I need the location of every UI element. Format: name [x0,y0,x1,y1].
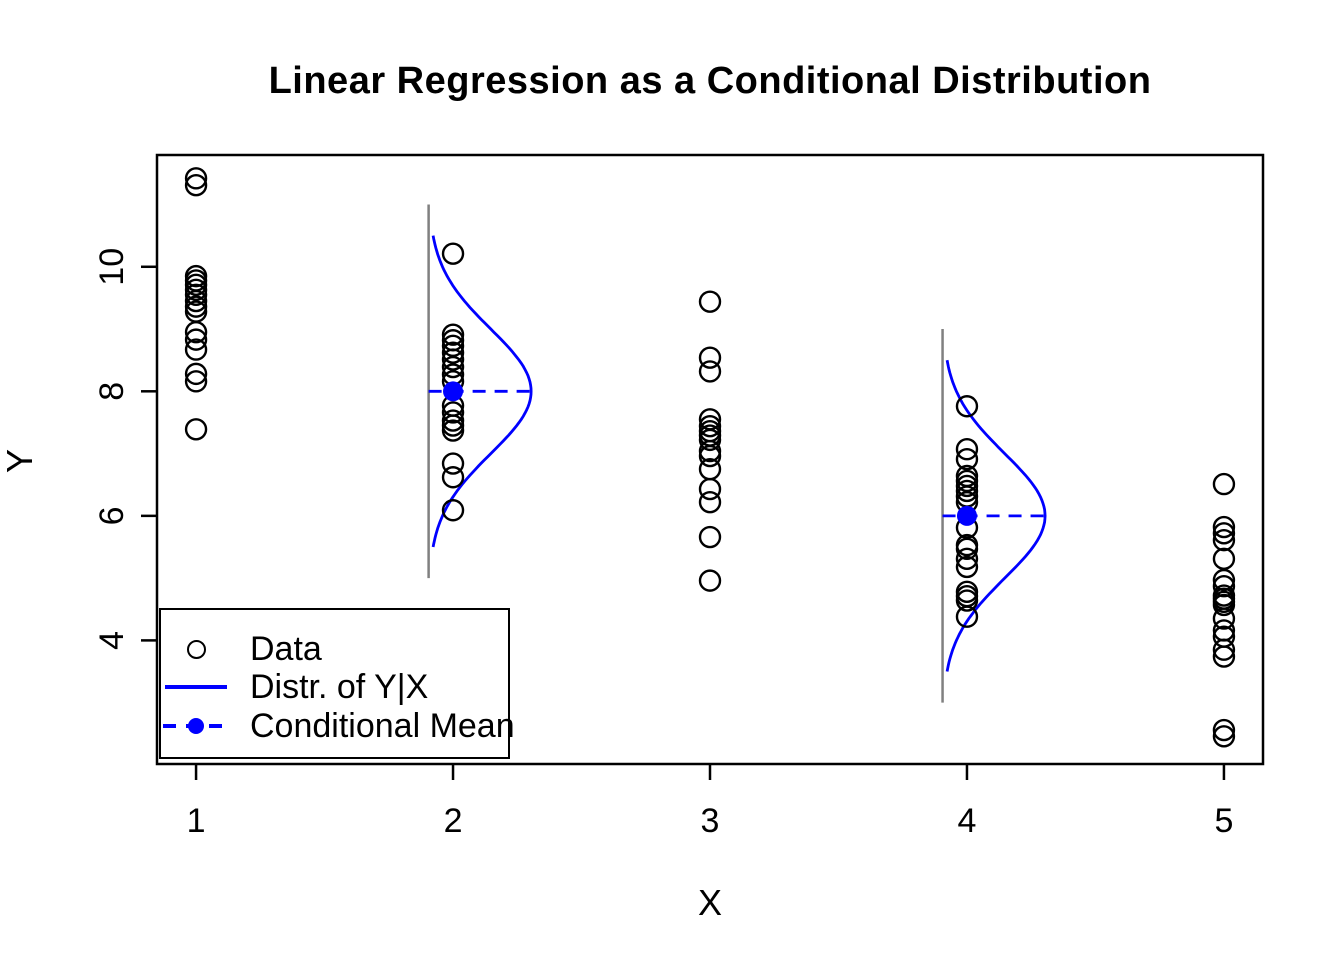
solid-line-marker-icon [165,685,227,689]
data-point [698,525,722,549]
data-point [955,605,979,628]
data-point [698,290,722,313]
data-point [441,419,465,442]
y-tick-label: 8 [93,382,131,401]
legend: Data Distr. of Y|X Conditional Mean [159,608,515,759]
x-tick-label: 3 [701,802,720,840]
data-point [441,499,465,522]
data-point [1212,593,1236,617]
legend-label: Conditional Mean [250,706,515,745]
x-tick-label: 5 [1214,802,1233,840]
data-point [441,355,465,379]
dashed-line-dot-marker-icon [163,718,229,734]
y-tick-label: 4 [93,631,131,650]
data-point [184,320,208,344]
data-point [955,479,979,503]
legend-item-distribution: Distr. of Y|X [161,668,428,706]
open-circle-marker-icon [186,639,206,659]
data-point [1212,718,1236,742]
conditional-mean-point [443,381,464,402]
data-point [1212,528,1236,552]
legend-item-data: Data [161,630,322,668]
data-point [184,283,208,306]
data-point [184,328,208,351]
data-point [1212,645,1236,668]
data-point [698,490,722,514]
data-point [1212,607,1236,630]
data-point [1212,472,1236,496]
data-point [441,323,465,346]
data-point [698,569,722,592]
data-point [184,370,208,393]
data-point [698,428,722,452]
x-tick-label: 1 [187,802,206,840]
data-point [441,466,465,489]
legend-sample [161,718,231,734]
data-point [441,452,465,475]
data-point [1212,522,1236,545]
data-point [184,418,208,441]
data-point [184,167,208,190]
data-point [441,242,465,265]
legend-item-conditional-mean: Conditional Mean [161,707,515,745]
legend-label: Data [250,629,322,668]
y-tick-label: 6 [93,506,131,525]
data-point [955,589,979,612]
conditional-distribution-curve [431,235,533,548]
data-point [184,362,208,386]
chart-title: Linear Regression as a Conditional Distr… [268,60,1152,102]
legend-label: Distr. of Y|X [250,667,429,706]
data-point [955,537,979,561]
data-point [1212,638,1236,661]
data-point [698,346,722,369]
x-axis-label: X [697,882,722,923]
legend-sample [161,685,231,689]
data-point [955,555,979,579]
data-point [1212,575,1236,598]
data-point [184,174,208,197]
data-point [698,477,722,501]
y-axis-label: Y [0,449,40,474]
legend-sample [161,639,231,659]
conditional-distribution-curve [945,359,1047,672]
y-tick-label: 10 [93,248,131,286]
data-point [955,584,979,608]
conditional-mean-point [956,505,977,526]
data-point [955,395,979,418]
data-point [1212,547,1236,571]
data-point [441,414,465,437]
data-point [1212,568,1236,592]
data-point [955,438,979,461]
data-point [184,289,208,313]
x-tick-label: 2 [444,802,463,840]
data-point [698,360,722,383]
data-point [955,547,979,571]
data-point [1212,725,1236,748]
data-point [955,447,979,471]
data-point [184,338,208,361]
x-tick-label: 4 [958,802,977,840]
data-point [441,348,465,371]
data-point [698,444,722,468]
data-point [441,401,465,424]
data-point [441,341,465,364]
data-point [1212,515,1236,539]
